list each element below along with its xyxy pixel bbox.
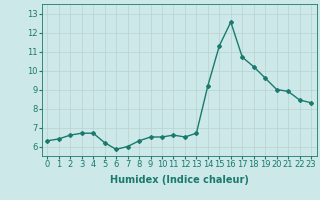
X-axis label: Humidex (Indice chaleur): Humidex (Indice chaleur): [110, 175, 249, 185]
